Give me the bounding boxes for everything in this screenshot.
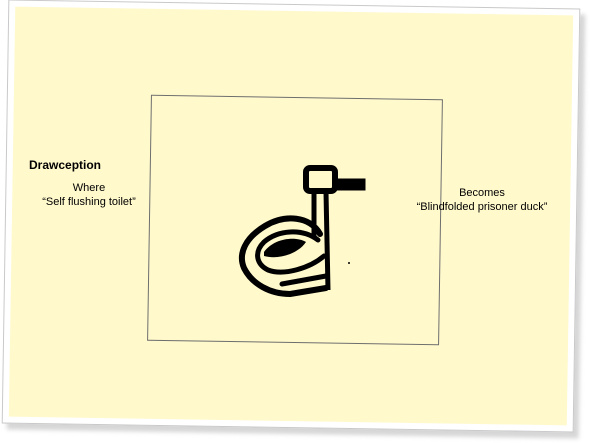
left-caption-line-1: Where [72, 182, 106, 194]
flush-pipe-right [323, 191, 331, 291]
toilet-base [279, 273, 329, 287]
flush-handle [332, 178, 366, 191]
toilet-water [264, 238, 306, 258]
page-title: Drawception [29, 158, 102, 172]
toilet-bowl-inner [255, 229, 327, 275]
right-caption-line-2: “Blindfolded prisoner duck” [416, 201, 548, 213]
right-caption: Becomes “Blindfolded prisoner duck” [398, 186, 566, 214]
flush-valve-box [303, 165, 338, 194]
toilet-drawing [238, 165, 366, 297]
right-caption-line-1: Becomes [459, 187, 505, 199]
toilet-bowl-outer [238, 215, 329, 297]
ink-dot [348, 262, 350, 264]
left-caption-line-2: “Self flushing toilet” [42, 196, 136, 208]
left-caption: Where “Self flushing toilet” [22, 181, 156, 209]
